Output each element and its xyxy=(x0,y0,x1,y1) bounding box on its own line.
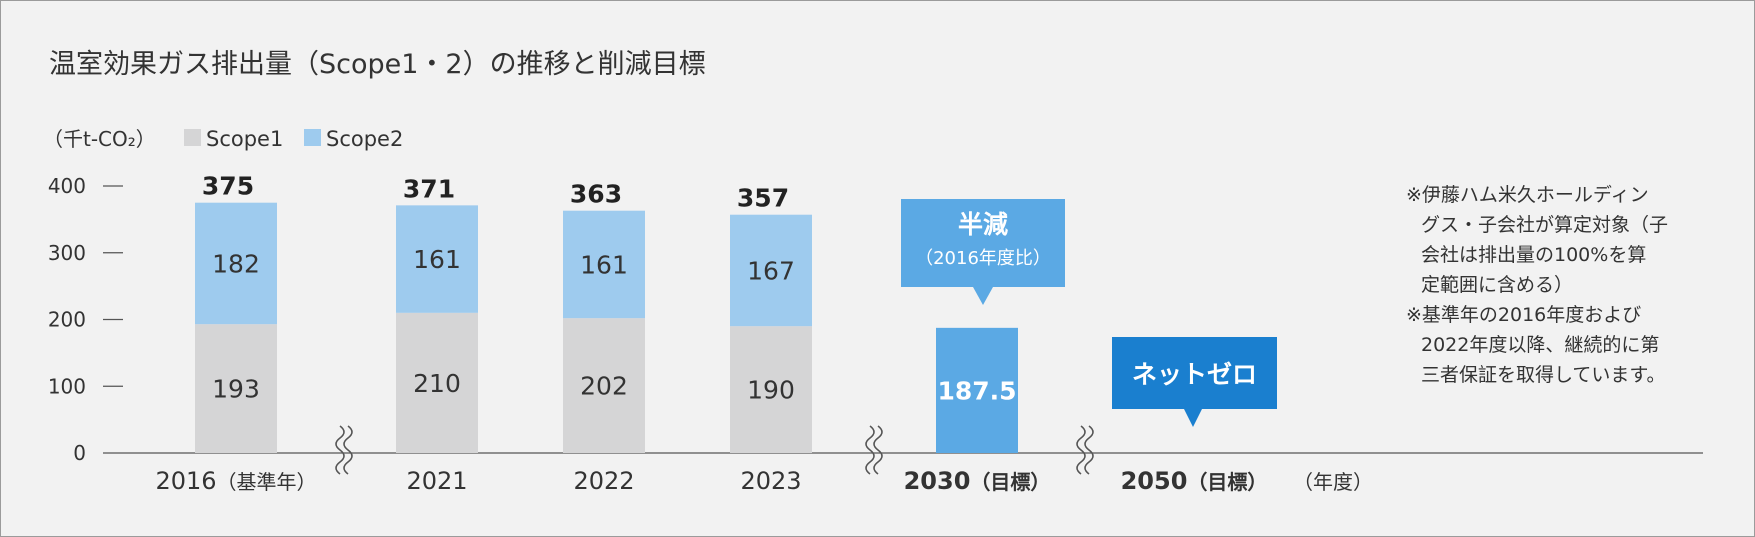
data-label-scope2: 161 xyxy=(580,250,628,279)
x-tick-label: 2022 xyxy=(573,467,634,495)
bar-scope1 xyxy=(563,318,645,453)
axis-break-icon xyxy=(865,425,875,475)
x-tick-year: 2021 xyxy=(406,467,467,495)
callout-netzero-box xyxy=(1112,337,1277,409)
y-tick-label: 200 xyxy=(48,308,86,332)
callout-half-box xyxy=(901,199,1065,287)
x-tick-label: 2021 xyxy=(406,467,467,495)
axis-break-icon xyxy=(343,425,353,475)
data-label-total: 371 xyxy=(403,174,455,203)
data-label-target-2030: 187.5 xyxy=(937,376,1016,405)
legend-label-scope1: Scope1 xyxy=(206,127,283,151)
note-line: ※基準年の2016年度および xyxy=(1406,304,1641,326)
note-line: 2022年度以降、継続的に第 xyxy=(1421,334,1659,356)
x-tick-suffix: （基準年） xyxy=(217,470,317,494)
callout-half-title: 半減 xyxy=(958,210,1008,239)
bar-target-2030 xyxy=(936,327,1018,453)
axis-break-icon xyxy=(873,425,883,475)
bar-scope1 xyxy=(730,326,812,453)
notes-block: ※伊藤ハム米久ホールディングス・子会社が算定対象（子会社は排出量の100%を算定… xyxy=(1406,184,1668,386)
y-tick-label: 400 xyxy=(48,174,86,198)
callout-half-subtitle: （2016年度比） xyxy=(915,248,1051,269)
x-tick-suffix: （目標） xyxy=(970,470,1050,494)
data-label-total: 357 xyxy=(737,184,789,213)
x-tick-year: 2030 xyxy=(904,467,971,495)
data-label-total: 375 xyxy=(202,172,254,201)
bar-scope2 xyxy=(396,205,478,313)
x-tick-label: 2030（目標） xyxy=(904,467,1051,495)
data-label-scope2: 161 xyxy=(413,245,461,274)
data-label-total: 363 xyxy=(570,180,622,209)
callout-half-pointer xyxy=(973,287,993,305)
x-tick-label: 2050（目標） xyxy=(1121,467,1268,495)
x-tick-label: 2016（基準年） xyxy=(155,467,316,495)
note-line: 三者保証を取得しています。 xyxy=(1421,364,1666,386)
callout-netzero-title: ネットゼロ xyxy=(1132,360,1257,389)
x-tick-label: 2023 xyxy=(740,467,801,495)
x-tick-year: 2022 xyxy=(573,467,634,495)
note-line: 定範囲に含める） xyxy=(1421,274,1573,296)
callout-netzero-pointer xyxy=(1184,409,1202,427)
bar-scope2 xyxy=(563,210,645,319)
x-axis-label: （年度） xyxy=(1293,470,1373,494)
bar-scope2 xyxy=(195,202,277,325)
x-tick-year: 2023 xyxy=(740,467,801,495)
data-label-scope2: 182 xyxy=(212,249,260,278)
data-label-scope1: 190 xyxy=(747,376,795,405)
x-tick-year: 2050 xyxy=(1121,467,1188,495)
y-tick-label: 0 xyxy=(73,441,86,465)
data-label-scope2: 167 xyxy=(747,256,795,285)
legend-swatch-scope2 xyxy=(304,129,321,146)
legend-swatch-scope1 xyxy=(184,129,201,146)
axis-break-icon xyxy=(1084,425,1094,475)
data-label-scope1: 210 xyxy=(413,369,461,398)
unit-label: （千t-CO₂） xyxy=(43,127,156,151)
data-label-scope1: 193 xyxy=(212,375,260,404)
plot-area: 0 100 200 300 400 193 182 375 210 161 371 202 161 363… xyxy=(48,172,1703,495)
axis-break-icon xyxy=(335,425,345,475)
legend-label-scope2: Scope2 xyxy=(326,127,403,151)
note-line: ※伊藤ハム米久ホールディン xyxy=(1406,184,1649,206)
bar-scope1 xyxy=(195,324,277,453)
y-tick-label: 100 xyxy=(48,374,86,398)
bar-scope1 xyxy=(396,312,478,453)
y-tick-label: 300 xyxy=(48,241,86,265)
note-line: 会社は排出量の100%を算 xyxy=(1421,244,1646,266)
axis-break-icon xyxy=(1076,425,1086,475)
note-line: グス・子会社が算定対象（子 xyxy=(1421,214,1668,236)
chart-title: 温室効果ガス排出量（Scope1・2）の推移と削減目標 xyxy=(49,49,706,80)
data-label-scope1: 202 xyxy=(580,372,628,401)
bar-scope2 xyxy=(730,214,812,327)
x-tick-suffix: （目標） xyxy=(1187,470,1267,494)
x-tick-year: 2016 xyxy=(155,467,216,495)
